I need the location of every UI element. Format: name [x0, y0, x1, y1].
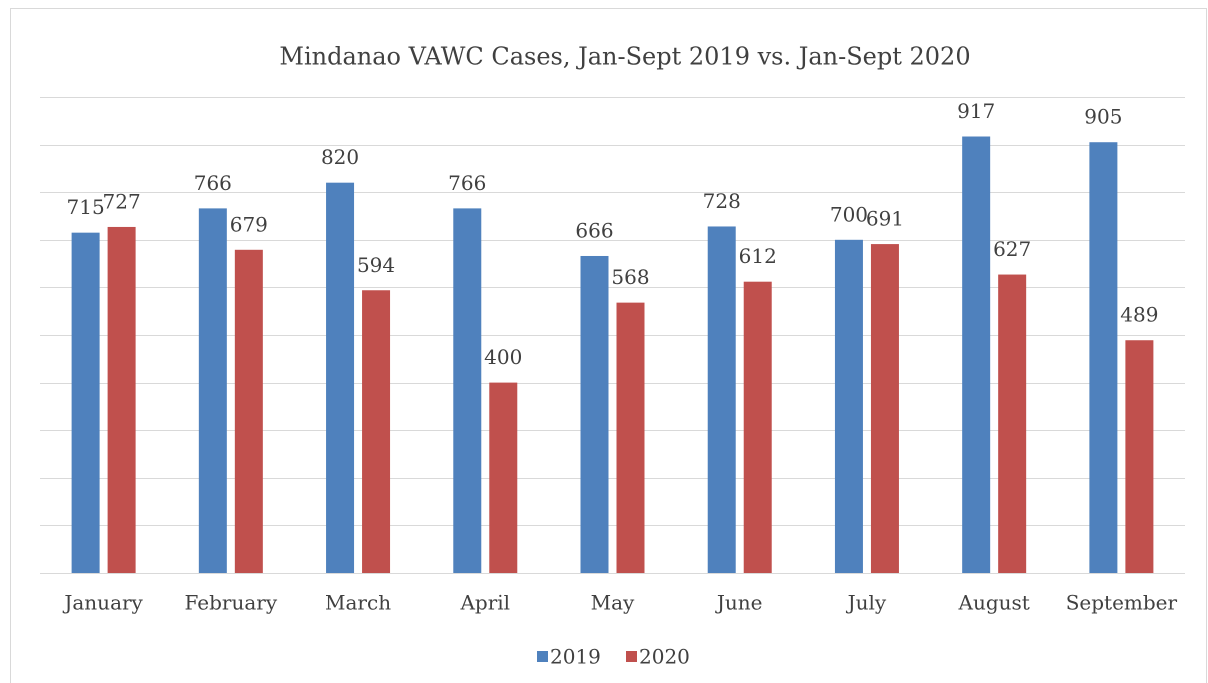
data-label: 820: [321, 145, 359, 169]
bar: [1125, 340, 1154, 573]
x-tick-label: February: [185, 591, 278, 615]
data-label: 400: [484, 345, 522, 369]
data-label: 727: [103, 189, 141, 213]
data-label: 568: [611, 265, 649, 289]
data-label: 691: [866, 207, 904, 231]
bar: [326, 182, 355, 573]
x-tick-label: August: [958, 591, 1030, 615]
data-label: 766: [448, 171, 486, 195]
data-label: 766: [194, 171, 232, 195]
data-label: 917: [957, 99, 995, 123]
legend-label: 2019: [550, 645, 601, 669]
x-tick-label: January: [62, 591, 143, 615]
bar: [107, 226, 136, 573]
data-label: 728: [703, 189, 741, 213]
bar: [198, 208, 227, 573]
x-tick-label: April: [459, 591, 510, 615]
bar: [234, 249, 263, 573]
bar: [580, 255, 609, 573]
data-label: 489: [1120, 303, 1158, 327]
data-label: 612: [739, 244, 777, 268]
bar: [998, 274, 1027, 573]
bar: [743, 281, 772, 573]
bar: [362, 290, 391, 573]
x-tick-label: June: [715, 591, 763, 615]
bar: [1089, 142, 1118, 573]
legend-swatch: [626, 651, 637, 662]
legend-label: 2020: [639, 645, 690, 669]
data-label: 700: [830, 202, 868, 226]
data-label: 905: [1084, 105, 1122, 129]
bar: [834, 239, 863, 574]
legend-swatch: [537, 651, 548, 662]
x-tick-label: March: [325, 591, 391, 615]
x-tick-label: July: [846, 591, 887, 615]
x-tick-label: September: [1066, 591, 1178, 615]
data-label: 679: [230, 212, 268, 236]
chart-title: Mindanao VAWC Cases, Jan-Sept 2019 vs. J…: [279, 43, 970, 71]
bar: [870, 244, 899, 574]
bar: [489, 382, 518, 573]
bar: [616, 302, 645, 573]
bar: [707, 226, 736, 574]
data-label: 594: [357, 253, 395, 277]
bar: [962, 136, 991, 573]
bar: [453, 208, 482, 573]
data-label: 627: [993, 237, 1031, 261]
data-label: 666: [575, 218, 613, 242]
bar: [71, 232, 100, 573]
data-label: 715: [67, 195, 105, 219]
x-tick-label: May: [591, 591, 635, 615]
